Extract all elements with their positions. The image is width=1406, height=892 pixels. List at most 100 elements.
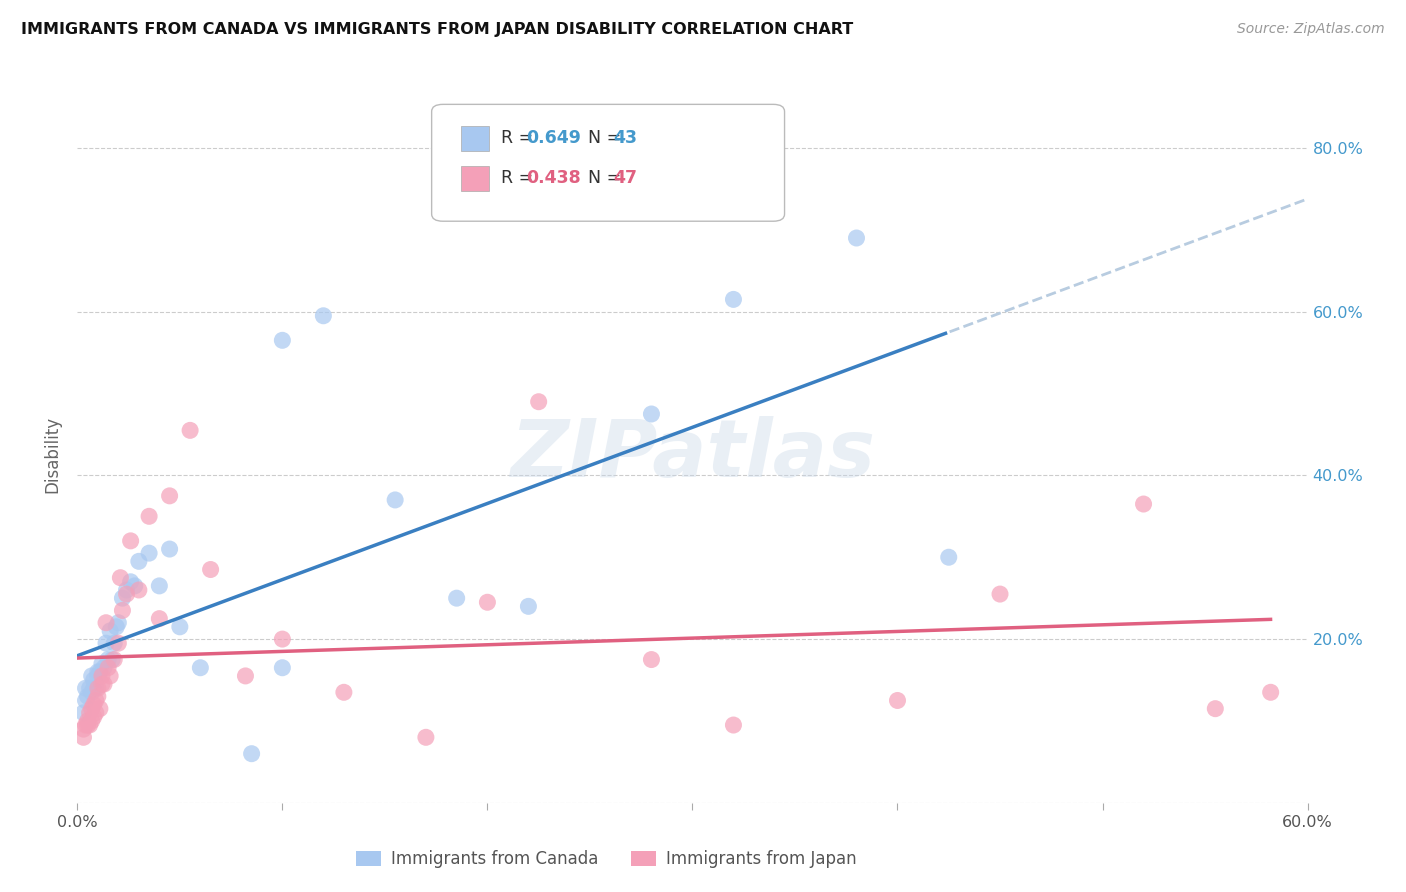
Point: [103, 652, 125, 666]
Point: [90, 677, 114, 691]
Point: [1132, 497, 1154, 511]
Point: [107, 615, 129, 630]
Point: [94, 636, 117, 650]
Point: [886, 693, 908, 707]
Point: [115, 587, 138, 601]
Point: [94, 615, 117, 630]
Point: [115, 582, 138, 597]
Point: [84, 693, 107, 707]
Point: [83, 710, 105, 724]
Point: [723, 718, 745, 732]
Point: [80, 701, 103, 715]
Point: [76, 718, 98, 732]
Point: [98, 624, 121, 638]
Point: [200, 562, 222, 576]
Point: [938, 550, 960, 565]
Point: [446, 591, 468, 606]
Point: [271, 632, 294, 646]
Point: [1204, 701, 1226, 715]
Point: [93, 677, 115, 691]
Point: [89, 665, 111, 679]
Point: [1260, 685, 1282, 699]
Point: [75, 681, 97, 696]
Point: [90, 669, 114, 683]
Point: [640, 652, 662, 666]
Point: [76, 714, 98, 728]
Point: [988, 587, 1011, 601]
Point: [111, 591, 134, 606]
Point: [87, 669, 110, 683]
Point: [169, 620, 191, 634]
Text: N =: N =: [588, 129, 627, 147]
Point: [83, 673, 105, 687]
Point: [128, 554, 150, 568]
Legend: Immigrants from Canada, Immigrants from Japan: Immigrants from Canada, Immigrants from …: [349, 843, 863, 874]
Point: [75, 718, 97, 732]
Point: [87, 665, 110, 679]
Point: [179, 423, 201, 437]
Point: [845, 231, 868, 245]
Point: [128, 582, 150, 597]
Point: [80, 669, 103, 683]
Text: R =: R =: [501, 169, 538, 187]
Point: [79, 706, 101, 720]
Point: [83, 681, 105, 696]
Point: [477, 595, 499, 609]
Point: [110, 571, 132, 585]
Text: 0.649: 0.649: [526, 129, 581, 147]
Point: [124, 579, 146, 593]
Point: [72, 722, 94, 736]
Point: [97, 652, 120, 666]
Point: [80, 685, 103, 699]
Point: [640, 407, 662, 421]
Point: [271, 334, 294, 348]
Point: [240, 747, 263, 761]
Point: [90, 657, 114, 671]
Point: [138, 546, 160, 560]
Point: [188, 661, 212, 675]
Text: 43: 43: [613, 129, 637, 147]
Point: [111, 603, 134, 617]
Point: [79, 681, 101, 696]
Point: [120, 574, 142, 589]
Text: Source: ZipAtlas.com: Source: ZipAtlas.com: [1237, 22, 1385, 37]
Point: [159, 489, 181, 503]
Point: [75, 693, 97, 707]
Point: [723, 293, 745, 307]
Point: [159, 542, 181, 557]
Point: [83, 698, 105, 712]
Point: [87, 681, 110, 696]
Point: [89, 701, 111, 715]
Point: [107, 636, 129, 650]
Point: [120, 533, 142, 548]
Point: [103, 636, 125, 650]
Point: [80, 714, 103, 728]
Point: [93, 661, 115, 675]
Point: [527, 394, 550, 409]
Point: [72, 706, 94, 720]
Point: [271, 661, 294, 675]
Point: [235, 669, 257, 683]
Point: [76, 690, 98, 704]
Point: [517, 599, 540, 614]
Point: [384, 492, 406, 507]
Point: [312, 309, 335, 323]
Text: 47: 47: [613, 169, 637, 187]
Point: [87, 690, 110, 704]
Point: [84, 681, 107, 696]
Point: [148, 579, 170, 593]
Point: [97, 661, 120, 675]
Text: ZIPatlas: ZIPatlas: [510, 416, 875, 494]
Point: [105, 620, 128, 634]
Point: [101, 652, 124, 666]
Text: IMMIGRANTS FROM CANADA VS IMMIGRANTS FROM JAPAN DISABILITY CORRELATION CHART: IMMIGRANTS FROM CANADA VS IMMIGRANTS FRO…: [21, 22, 853, 37]
Point: [84, 706, 107, 720]
Text: R =: R =: [501, 129, 538, 147]
Text: 0.438: 0.438: [526, 169, 581, 187]
Point: [148, 612, 170, 626]
Point: [98, 669, 121, 683]
Y-axis label: Disability: Disability: [44, 417, 62, 493]
Point: [72, 731, 94, 745]
Point: [79, 718, 101, 732]
Point: [415, 731, 437, 745]
